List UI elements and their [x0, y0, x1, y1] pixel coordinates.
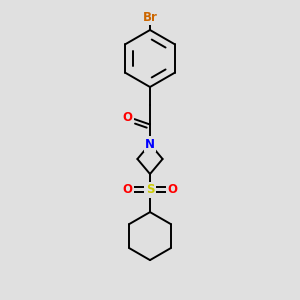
Text: N: N	[145, 137, 155, 151]
Text: O: O	[168, 183, 178, 196]
Text: Br: Br	[142, 11, 158, 24]
Text: O: O	[123, 111, 133, 124]
Text: O: O	[122, 183, 132, 196]
Text: S: S	[146, 183, 154, 196]
